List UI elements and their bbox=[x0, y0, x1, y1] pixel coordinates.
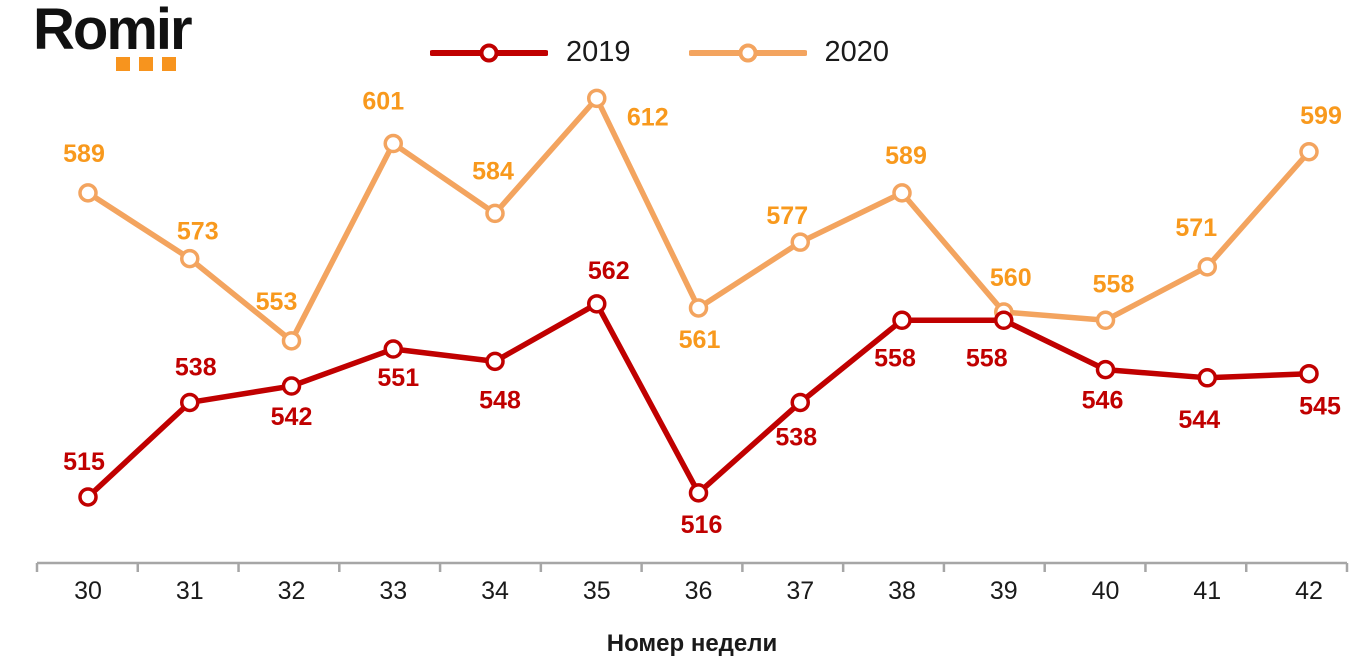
data-label-2020: 577 bbox=[766, 202, 808, 230]
romir-logo: Romir bbox=[33, 0, 193, 71]
data-label-2020: 612 bbox=[627, 103, 669, 131]
legend-label-2020: 2020 bbox=[824, 36, 890, 68]
svg-text:33: 33 bbox=[379, 577, 407, 605]
data-label-2020: 573 bbox=[177, 218, 219, 246]
data-label-2019: 538 bbox=[775, 423, 817, 451]
svg-text:40: 40 bbox=[1092, 577, 1120, 605]
data-label-2019: 515 bbox=[63, 448, 105, 476]
legend-label-2019: 2019 bbox=[566, 36, 631, 68]
data-label-2020: 560 bbox=[990, 264, 1032, 292]
svg-text:31: 31 bbox=[176, 577, 204, 605]
data-label-2020: 599 bbox=[1300, 102, 1342, 130]
romir-logo-dots bbox=[116, 57, 176, 71]
data-label-2019: 516 bbox=[681, 511, 723, 539]
chart-legend: 2019 2020 bbox=[430, 36, 889, 69]
data-label-2020: 571 bbox=[1175, 214, 1217, 242]
data-label-2019: 538 bbox=[175, 353, 217, 381]
svg-text:32: 32 bbox=[278, 577, 306, 605]
data-label-2020: 601 bbox=[362, 88, 404, 116]
data-label-2019: 562 bbox=[588, 257, 630, 285]
logo-dot-icon bbox=[116, 57, 130, 71]
data-label-2019: 542 bbox=[271, 403, 313, 431]
data-label-2020: 589 bbox=[63, 140, 105, 168]
svg-text:30: 30 bbox=[74, 577, 102, 605]
data-label-2020: 584 bbox=[472, 157, 514, 185]
data-label-2019: 548 bbox=[479, 386, 521, 414]
legend-line-marker-icon-2020 bbox=[688, 43, 807, 62]
svg-text:35: 35 bbox=[583, 577, 611, 605]
logo-dot-icon bbox=[162, 57, 176, 71]
data-label-2019: 546 bbox=[1082, 387, 1124, 415]
svg-text:36: 36 bbox=[685, 577, 713, 605]
legend-line-marker-icon-2019 bbox=[430, 43, 548, 62]
data-label-2019: 544 bbox=[1178, 406, 1220, 434]
romir-logo-text: Romir bbox=[33, 0, 193, 62]
svg-text:38: 38 bbox=[888, 577, 916, 605]
svg-text:37: 37 bbox=[786, 577, 814, 605]
svg-text:34: 34 bbox=[481, 577, 509, 605]
legend-item-2019: 2019 bbox=[430, 36, 631, 69]
svg-text:42: 42 bbox=[1295, 577, 1323, 605]
data-label-2020: 561 bbox=[679, 326, 721, 354]
logo-dot-icon bbox=[139, 57, 153, 71]
data-label-2020: 553 bbox=[256, 288, 298, 316]
data-label-2019: 558 bbox=[966, 344, 1008, 372]
legend-item-2020: 2020 bbox=[688, 36, 890, 69]
data-label-2020: 589 bbox=[885, 142, 927, 170]
data-label-2019: 545 bbox=[1299, 393, 1341, 421]
data-label-2020: 558 bbox=[1093, 270, 1135, 298]
svg-text:39: 39 bbox=[990, 577, 1018, 605]
data-label-2019: 551 bbox=[377, 364, 419, 392]
data-label-2019: 558 bbox=[874, 344, 916, 372]
svg-text:41: 41 bbox=[1193, 577, 1221, 605]
svg-text:Номер недели: Номер недели bbox=[607, 630, 778, 657]
